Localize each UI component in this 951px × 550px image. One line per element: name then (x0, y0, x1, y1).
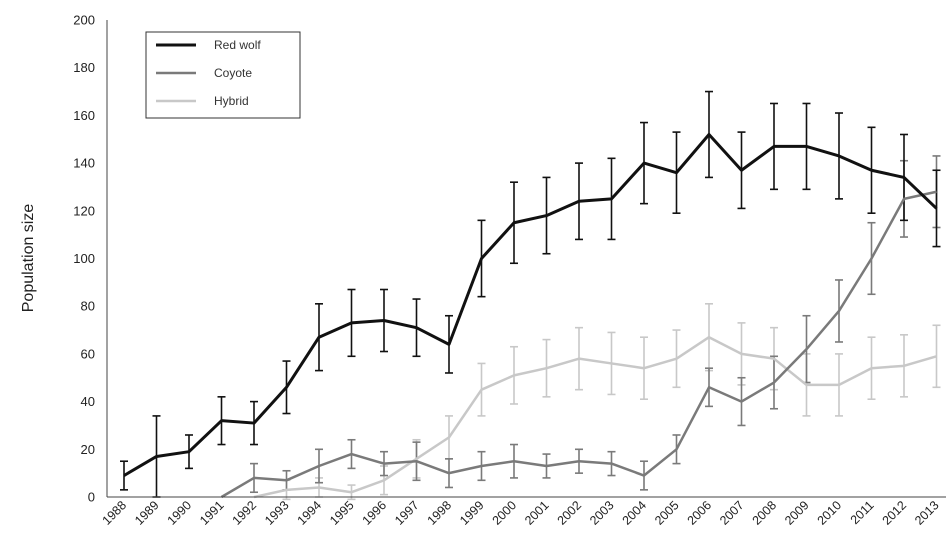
x-tick-label: 2011 (848, 498, 877, 527)
y-tick-label: 60 (81, 346, 95, 361)
legend-label-coyote: Coyote (214, 66, 252, 80)
x-tick-label: 1999 (457, 498, 487, 528)
y-tick-label: 140 (73, 156, 95, 171)
x-tick-label: 1988 (100, 498, 130, 528)
y-axis-label: Population size (20, 204, 37, 313)
x-tick-labels: 1988 1989 1990 1991 1992 1993 1994 1995 1996 1997… (100, 498, 942, 528)
x-tick-label: 1991 (197, 498, 227, 528)
x-tick-label: 2009 (782, 498, 812, 528)
series-line-hybrid (253, 335, 937, 499)
y-tick-label: 80 (81, 299, 95, 314)
x-tick-label: 1995 (327, 498, 357, 528)
x-tick-label: 2010 (815, 498, 845, 528)
x-tick-label: 1994 (295, 498, 325, 528)
x-tick-label: 2008 (750, 498, 780, 528)
x-tick-label: 1997 (392, 498, 422, 528)
x-tick-label: 2013 (912, 498, 942, 528)
series-lines (123, 132, 938, 499)
x-tick-label: 1993 (262, 498, 292, 528)
legend-label-red-wolf: Red wolf (214, 38, 261, 52)
x-tick-label: 2012 (880, 498, 910, 528)
x-tick-label: 1998 (425, 498, 455, 528)
series-line-coyote (220, 190, 937, 499)
legend: Red wolf Coyote Hybrid (145, 31, 301, 119)
x-tick-label: 1989 (132, 498, 162, 528)
axes (106, 20, 946, 498)
x-tick-label: 2002 (555, 498, 585, 528)
x-tick-label: 2007 (717, 498, 747, 528)
x-tick-label: 1996 (360, 498, 390, 528)
x-tick-label: 2000 (490, 498, 520, 528)
x-tick-label: 2004 (620, 498, 650, 528)
y-tick-labels: 0 20 40 60 80 100 120 140 160 180 200 (73, 13, 95, 505)
y-tick-label: 100 (73, 251, 95, 266)
y-tick-label: 20 (81, 442, 95, 457)
error-bars (120, 90, 941, 501)
x-tick-label: 1990 (165, 498, 195, 528)
x-tick-label: 1992 (230, 498, 260, 528)
series-line-red-wolf (123, 132, 938, 477)
y-tick-label: 120 (73, 203, 95, 218)
x-tick-label: 2001 (522, 498, 552, 528)
x-tick-label: 2006 (685, 498, 715, 528)
y-tick-label: 0 (88, 490, 95, 505)
y-tick-label: 40 (81, 394, 95, 409)
error-bar-red-wolf (932, 169, 941, 248)
legend-label-hybrid: Hybrid (214, 94, 249, 108)
y-tick-label: 200 (73, 13, 95, 28)
x-tick-label: 2003 (587, 498, 617, 528)
y-tick-label: 180 (73, 60, 95, 75)
y-tick-label: 160 (73, 108, 95, 123)
x-tick-label: 2005 (652, 498, 682, 528)
